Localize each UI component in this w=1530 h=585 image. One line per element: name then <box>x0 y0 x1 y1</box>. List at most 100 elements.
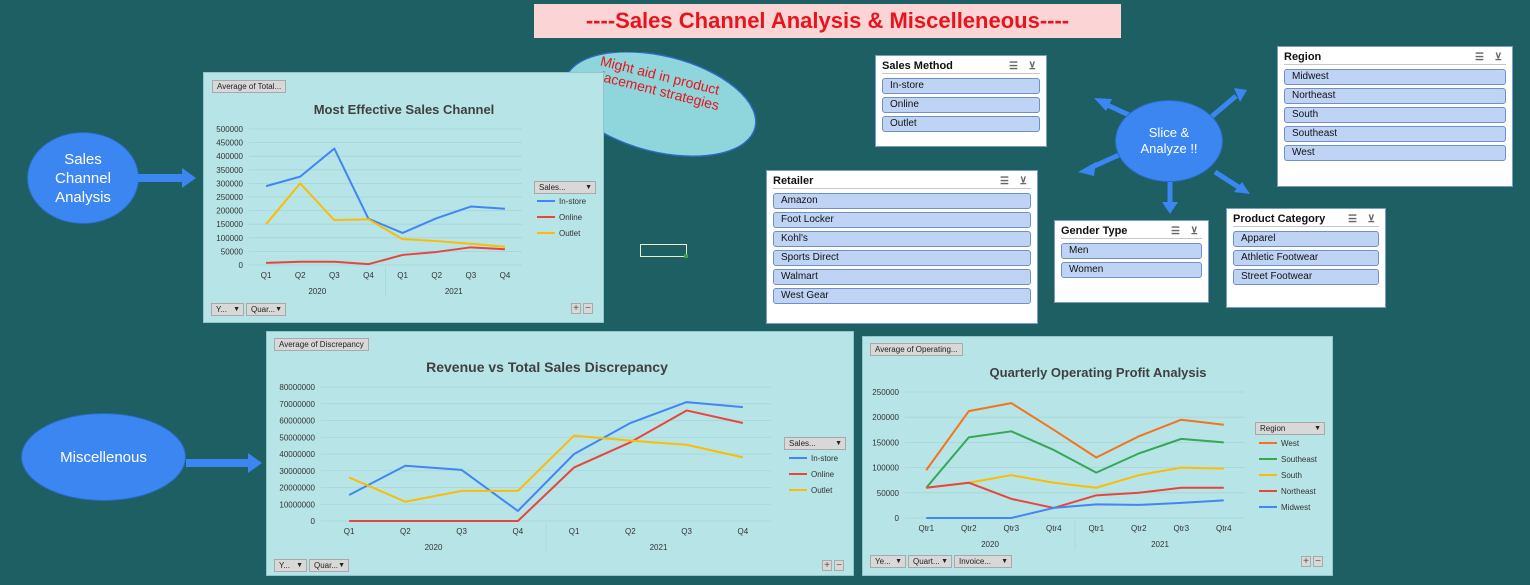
collapse-button[interactable]: − <box>583 303 593 314</box>
selected-cell[interactable] <box>640 244 687 257</box>
legend-filter-dropdown[interactable]: Sales... ▼ <box>784 437 846 450</box>
operating-profit-chart[interactable]: Average of Operating... Quarterly Operat… <box>862 336 1333 576</box>
sales-channel-analysis-bubble: Sales Channel Analysis <box>27 132 139 224</box>
slicer-item-walmart[interactable]: Walmart <box>773 269 1031 285</box>
discrepancy-chart[interactable]: Average of Discrepancy Revenue vs Total … <box>266 331 854 576</box>
y-tick-label: 0 <box>239 261 244 270</box>
sales-channel-chart[interactable]: Average of Total... Most Effective Sales… <box>203 72 604 323</box>
slicer-item-amazon[interactable]: Amazon <box>773 193 1031 209</box>
slicer-item-foot-locker[interactable]: Foot Locker <box>773 212 1031 228</box>
slicer-item-west[interactable]: West <box>1284 145 1506 161</box>
legend-filter-dropdown[interactable]: Sales... ▼ <box>534 181 596 194</box>
collapse-button[interactable]: − <box>834 560 844 571</box>
multi-select-icon[interactable]: ☰ <box>1171 226 1180 237</box>
y-tick-label: 80000000 <box>279 383 315 392</box>
x-tick-label: Q3 <box>681 527 692 536</box>
value-field-button[interactable]: Average of Operating... <box>870 343 963 356</box>
x-group-label: 2020 <box>308 287 326 296</box>
dropdown-arrow-icon: ▼ <box>233 306 240 313</box>
slicer-title: Gender Type ☰ ⊻ <box>1061 224 1202 239</box>
sales-channel-analysis-label: Sales Channel Analysis <box>55 150 111 206</box>
dropdown-arrow-icon: ▼ <box>941 558 948 565</box>
sales-method-slicer[interactable]: Sales Method ☰ ⊻ In-store Online Outlet <box>875 55 1047 147</box>
invoice-filter-label: Invoice... <box>959 557 992 566</box>
multi-select-icon[interactable]: ☰ <box>1009 61 1018 72</box>
y-tick-label: 10000000 <box>279 500 315 509</box>
quarter-filter-label: Quar... <box>251 305 276 314</box>
chart-title: Revenue vs Total Sales Discrepancy <box>426 359 668 375</box>
y-tick-label: 250000 <box>872 388 899 397</box>
x-tick-label: Q3 <box>329 271 340 280</box>
slicer-item-athletic-footwear[interactable]: Athletic Footwear <box>1233 250 1379 266</box>
slicer-item-kohls[interactable]: Kohl's <box>773 231 1031 247</box>
y-tick-label: 100000 <box>872 464 899 473</box>
slicer-item-south[interactable]: South <box>1284 107 1506 123</box>
multi-select-icon[interactable]: ☰ <box>1348 214 1357 225</box>
slicer-item-sports-direct[interactable]: Sports Direct <box>773 250 1031 266</box>
legend-label: Online <box>811 470 835 479</box>
y-tick-label: 50000000 <box>279 433 315 442</box>
value-field-button[interactable]: Average of Discrepancy <box>274 338 369 351</box>
dropdown-arrow-icon: ▼ <box>296 562 303 569</box>
series-line-online <box>266 246 505 266</box>
dropdown-arrow-icon: ▼ <box>1001 558 1008 565</box>
slicer-title: Region ☰ ⊻ <box>1284 50 1506 65</box>
gender-slicer[interactable]: Gender Type ☰ ⊻ Men Women <box>1054 220 1209 303</box>
y-tick-label: 50000 <box>877 489 900 498</box>
x-tick-label: Q1 <box>261 271 272 280</box>
invoice-filter-dropdown[interactable]: Invoice... ▼ <box>954 555 1012 568</box>
retailer-slicer[interactable]: Retailer ☰ ⊻ Amazon Foot Locker Kohl's S… <box>766 170 1038 324</box>
value-field-button[interactable]: Average of Total... <box>212 80 287 93</box>
expand-button[interactable]: + <box>571 303 581 314</box>
x-tick-label: Qtr1 <box>918 524 934 533</box>
slicer-item-street-footwear[interactable]: Street Footwear <box>1233 269 1379 285</box>
slicer-item-northeast[interactable]: Northeast <box>1284 88 1506 104</box>
slicer-item-in-store[interactable]: In-store <box>882 78 1040 94</box>
legend-label: In-store <box>559 197 587 206</box>
quarter-filter-dropdown[interactable]: Quart... ▼ <box>908 555 952 568</box>
x-tick-label: Qtr2 <box>961 524 977 533</box>
dropdown-arrow-icon: ▼ <box>585 184 592 191</box>
y-tick-label: 0 <box>311 517 316 526</box>
expand-button[interactable]: + <box>822 560 832 571</box>
slicer-item-outlet[interactable]: Outlet <box>882 116 1040 132</box>
sales-channel-plot: 5000004500004000003500003000002500002000… <box>216 125 587 297</box>
clear-filter-icon[interactable]: ⊻ <box>1190 226 1198 237</box>
slicer-item-west-gear[interactable]: West Gear <box>773 288 1031 304</box>
chart-title: Most Effective Sales Channel <box>313 102 495 117</box>
quarter-filter-label: Quar... <box>314 561 339 570</box>
year-filter-dropdown[interactable]: Y... ▼ <box>211 303 244 316</box>
multi-select-icon[interactable]: ☰ <box>1000 176 1009 187</box>
slicer-item-online[interactable]: Online <box>882 97 1040 113</box>
slicer-item-women[interactable]: Women <box>1061 262 1202 278</box>
legend-filter-label: Sales... <box>789 439 816 448</box>
page-title: ----Sales Channel Analysis & Miscelleneo… <box>534 4 1121 38</box>
quarter-filter-dropdown[interactable]: Quar... ▼ <box>309 559 349 572</box>
quarter-filter-dropdown[interactable]: Quar... ▼ <box>246 303 286 316</box>
slicer-item-men[interactable]: Men <box>1061 243 1202 259</box>
clear-filter-icon[interactable]: ⊻ <box>1019 176 1027 187</box>
region-slicer[interactable]: Region ☰ ⊻ Midwest Northeast South South… <box>1277 46 1513 187</box>
legend-filter-dropdown[interactable]: Region ▼ <box>1255 422 1325 435</box>
clear-filter-icon[interactable]: ⊻ <box>1367 214 1375 225</box>
slicer-item-midwest[interactable]: Midwest <box>1284 69 1506 85</box>
fill-handle[interactable] <box>684 254 688 258</box>
year-filter-label: Y... <box>279 561 290 570</box>
clear-filter-icon[interactable]: ⊻ <box>1494 52 1502 63</box>
x-group-label: 2021 <box>445 287 463 296</box>
x-tick-label: Q4 <box>363 271 374 280</box>
year-filter-dropdown[interactable]: Y... ▼ <box>274 559 307 572</box>
dropdown-arrow-icon: ▼ <box>275 306 282 313</box>
series-line-northeast <box>926 481 1224 509</box>
slicer-title-text: Product Category <box>1233 213 1326 225</box>
year-filter-dropdown[interactable]: Ye... ▼ <box>870 555 906 568</box>
y-tick-label: 300000 <box>216 179 243 188</box>
expand-button[interactable]: + <box>1301 556 1311 567</box>
collapse-button[interactable]: − <box>1313 556 1323 567</box>
product-category-slicer[interactable]: Product Category ☰ ⊻ Apparel Athletic Fo… <box>1226 208 1386 308</box>
slicer-item-apparel[interactable]: Apparel <box>1233 231 1379 247</box>
y-tick-label: 450000 <box>216 139 243 148</box>
multi-select-icon[interactable]: ☰ <box>1475 52 1484 63</box>
slicer-item-southeast[interactable]: Southeast <box>1284 126 1506 142</box>
clear-filter-icon[interactable]: ⊻ <box>1028 61 1036 72</box>
